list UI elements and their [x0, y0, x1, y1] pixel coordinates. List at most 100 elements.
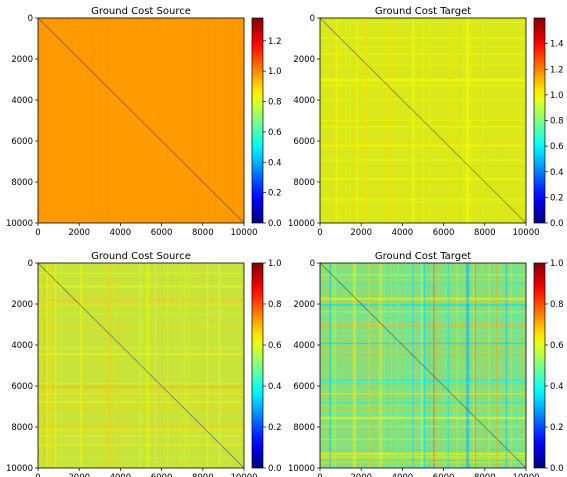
- heatmap-column-streak: [57, 18, 59, 223]
- heatmap-column-streak: [412, 263, 414, 468]
- heatmap-column-streak: [334, 263, 337, 468]
- colorbar-tick-label: 0.6: [268, 341, 282, 351]
- heatmap-row-streak: [320, 84, 526, 86]
- heatmap-column-streak: [225, 18, 227, 223]
- heatmap-row-streak: [38, 276, 244, 277]
- colorbar-tick-label: 0.0: [268, 464, 282, 474]
- heatmap-row-streak: [320, 457, 526, 459]
- y-tick-label: 8000: [293, 423, 315, 433]
- x-tick-label: 10000: [230, 228, 257, 238]
- colorbar: [251, 17, 264, 224]
- heatmap-column-streak: [77, 18, 79, 223]
- heatmap-row-streak: [320, 79, 526, 81]
- heatmap-column-streak: [232, 18, 234, 223]
- heatmap-column-streak: [466, 18, 469, 223]
- heatmap-row-streak: [320, 445, 526, 447]
- heatmap-column-streak: [80, 263, 81, 468]
- heatmap-column-streak: [48, 18, 50, 223]
- panel-title: Ground Cost Source: [91, 6, 191, 17]
- y-tick-label: 0: [310, 14, 315, 24]
- heatmap-row-streak: [320, 86, 526, 88]
- colorbar: [533, 262, 546, 469]
- heatmap-column-streak: [381, 263, 383, 468]
- colorbar-tick-label: 1.0: [268, 67, 282, 77]
- y-tick-label: 4000: [11, 96, 33, 106]
- heatmap-column-streak: [384, 263, 386, 468]
- heatmap-column-streak: [510, 263, 512, 468]
- x-tick-label: 10000: [230, 473, 257, 477]
- heatmap-row-streak: [320, 178, 526, 180]
- heatmap-row-streak: [320, 311, 526, 313]
- heatmap-column-streak: [200, 18, 202, 223]
- y-tick-label: 6000: [11, 382, 33, 392]
- heatmap-texture: [320, 263, 526, 468]
- x-tick-label: 4000: [110, 228, 132, 238]
- y-tick-label: 4000: [293, 341, 315, 351]
- heatmap-column-streak: [239, 18, 241, 223]
- heatmap-column-streak: [327, 263, 329, 468]
- heatmap-panel-1: Ground Cost Source 0 2000 4000 6000 8000 10000…: [6, 6, 282, 238]
- x-tick-label: 4000: [110, 473, 132, 477]
- heatmap-column-streak: [107, 18, 109, 223]
- colorbar-tick-label: 0.2: [268, 423, 282, 433]
- y-tick-label: 10000: [288, 219, 315, 229]
- heatmap-column-streak: [220, 263, 222, 468]
- heatmap-row-streak: [320, 269, 526, 271]
- colorbar-tick-label: 1.2: [550, 65, 564, 75]
- heatmap-row-streak: [320, 453, 526, 456]
- heatmap-column-streak: [92, 18, 94, 223]
- heatmap-row-streak: [320, 64, 526, 66]
- heatmap-row-streak: [320, 297, 526, 300]
- heatmap-row-streak: [320, 325, 526, 327]
- heatmap-row-streak: [320, 382, 526, 385]
- colorbar-tick-label: 0.8: [550, 117, 564, 127]
- heatmap-column-streak: [215, 18, 216, 223]
- heatmap-row-streak: [320, 438, 526, 441]
- heatmap-row-streak: [320, 416, 526, 419]
- colorbar-tick-label: 0.0: [268, 219, 282, 229]
- diagonal-line: [319, 262, 527, 469]
- y-tick-label: 10000: [6, 219, 33, 229]
- heatmap-column-streak: [50, 263, 52, 468]
- heatmap-column-streak: [488, 263, 490, 468]
- heatmap-column-streak: [428, 263, 430, 468]
- heatmap-row-streak: [320, 278, 526, 281]
- x-tick-label: 8000: [192, 473, 214, 477]
- x-tick-label: 0: [35, 473, 40, 477]
- axes-frame: [319, 262, 527, 469]
- colorbar-tick-label: 0.4: [268, 158, 282, 168]
- heatmap-panel-4: Ground Cost Target 0 2000 4000 6000 8000 10000…: [288, 251, 564, 477]
- heatmap-row-streak: [38, 408, 244, 410]
- heatmap-column-streak: [456, 263, 459, 468]
- heatmap-column-streak: [421, 263, 423, 468]
- colorbar-tick-label: 0.6: [550, 142, 564, 152]
- panel-title: Ground Cost Source: [91, 251, 191, 262]
- colorbar-tick-label: 1.0: [268, 259, 282, 269]
- heatmap-column-streak: [40, 18, 42, 223]
- heatmap-column-streak: [43, 263, 45, 468]
- heatmap-column-streak: [180, 263, 182, 468]
- heatmap-row-streak: [320, 37, 526, 39]
- heatmap-column-streak: [167, 18, 168, 223]
- heatmap-column-streak: [54, 263, 57, 468]
- heatmap-column-streak: [100, 18, 102, 223]
- heatmap-column-streak: [445, 263, 447, 468]
- colorbar: [533, 17, 546, 224]
- heatmap-row-streak: [320, 402, 526, 404]
- axes-frame: [37, 17, 245, 224]
- heatmap-column-streak: [496, 263, 498, 468]
- colorbar-tick-label: 0.8: [268, 98, 282, 108]
- heatmap-column-streak: [60, 263, 62, 468]
- heatmap-row-streak: [38, 313, 244, 315]
- y-tick-label: 2000: [293, 55, 315, 65]
- heatmap-column-streak: [184, 263, 186, 468]
- heatmap-row-streak: [320, 21, 526, 23]
- heatmap-panel-2: Ground Cost Target 0 2000 4000 6000 8000 10000…: [288, 6, 564, 238]
- colorbar-tick-label: 0.4: [268, 382, 282, 392]
- heatmap-row-streak: [320, 390, 526, 393]
- heatmap-column-streak: [345, 18, 347, 223]
- heatmap-column-streak: [217, 263, 219, 468]
- heatmap-row-streak: [38, 383, 244, 384]
- heatmap-row-streak: [320, 45, 526, 48]
- heatmap-row-streak: [320, 160, 526, 162]
